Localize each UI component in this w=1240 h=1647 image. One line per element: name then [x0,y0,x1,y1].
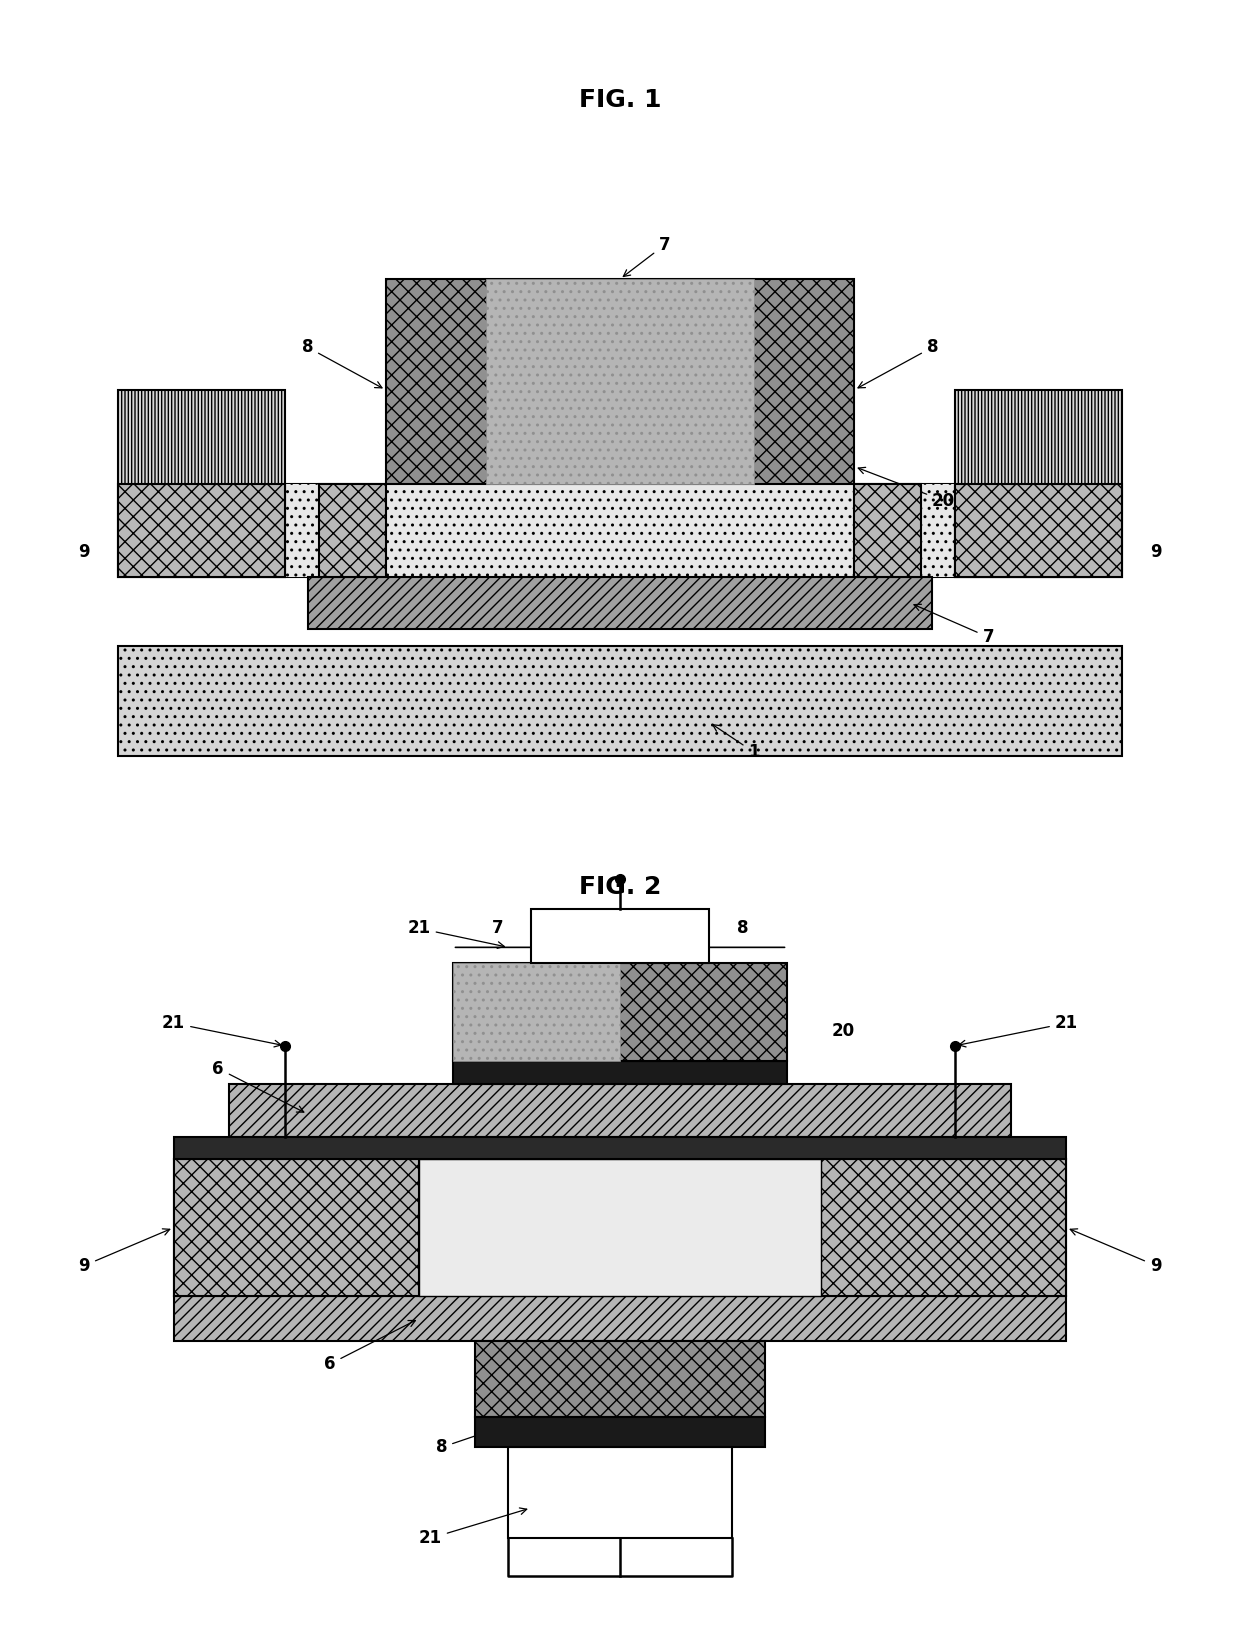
Bar [118,646,1122,756]
Bar [531,909,709,962]
Bar [174,1159,1066,1296]
Bar [118,390,285,578]
Bar [174,1296,1066,1341]
Text: 21: 21 [959,1015,1078,1047]
Bar [151,484,1089,578]
Bar [419,1159,821,1296]
Text: 8: 8 [435,1418,527,1456]
Text: FIG. 1: FIG. 1 [579,87,661,112]
Text: 6: 6 [324,1321,415,1374]
Bar [453,962,620,1061]
Text: 9: 9 [1070,1229,1162,1275]
Bar [955,484,1122,578]
Bar [955,390,1122,578]
Text: 21: 21 [162,1015,281,1047]
Text: FIG. 2: FIG. 2 [579,875,661,899]
Bar [319,484,386,578]
Bar [821,1159,1066,1296]
Text: 9: 9 [1149,544,1162,562]
Text: 6: 6 [212,1059,304,1112]
Bar [118,484,285,578]
Bar [229,1084,1011,1136]
Text: 8: 8 [737,919,749,937]
Bar [174,1136,1066,1159]
Bar [386,278,854,484]
Text: 21: 21 [419,1509,527,1547]
Text: 7: 7 [914,604,994,646]
Text: 8: 8 [301,338,382,387]
Bar [174,1159,419,1296]
Text: 20: 20 [832,1021,854,1039]
Bar [453,962,787,1061]
Bar [151,484,1089,578]
Bar [508,1448,732,1538]
Text: 9: 9 [78,1229,170,1275]
Bar [475,1341,765,1416]
Bar [854,484,921,578]
Text: 9: 9 [78,544,91,562]
Text: 8: 8 [858,338,939,387]
Text: 7: 7 [624,236,671,277]
Text: 20: 20 [858,468,955,509]
Bar [174,1159,1066,1296]
Text: 1: 1 [713,725,760,761]
Bar [453,1061,787,1084]
Bar [308,578,932,629]
Bar [486,278,754,484]
Text: 7: 7 [491,919,503,937]
Bar [475,1416,765,1448]
Text: 21: 21 [408,919,505,949]
